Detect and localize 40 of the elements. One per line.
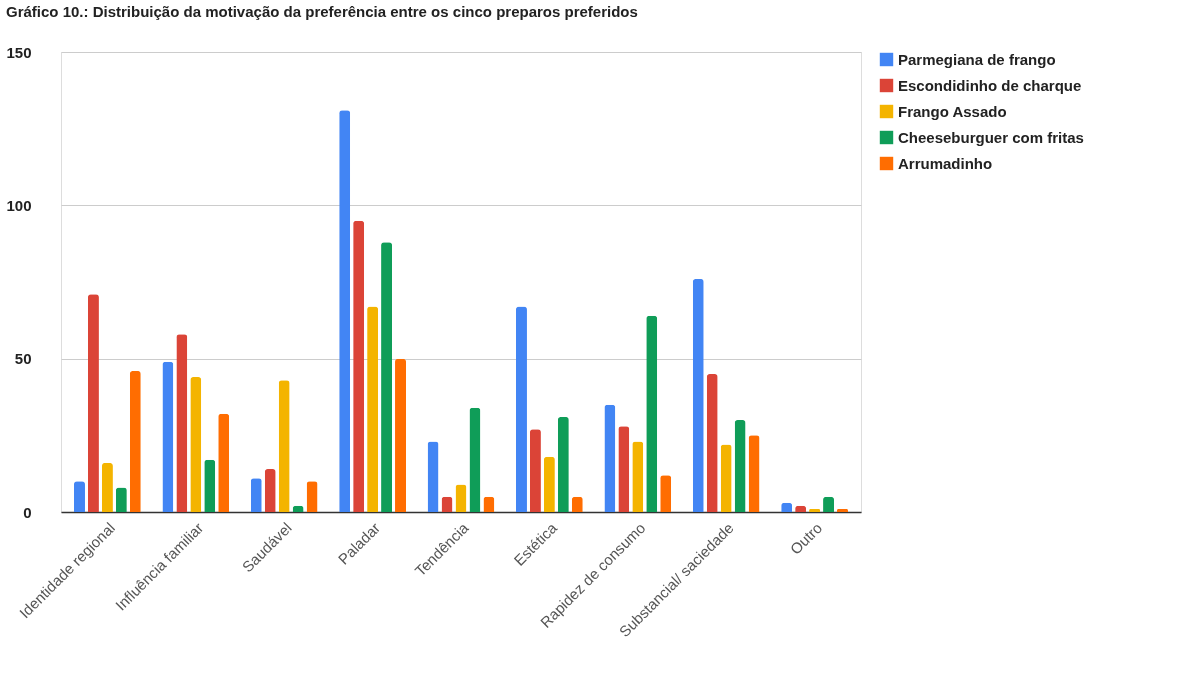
bar [646,315,658,512]
bar [218,413,230,512]
chart-title: Gráfico 10.: Distribuição da motivação da preferência entre os cinco preparos preferidos [5,3,638,20]
bar [87,294,99,512]
bar [748,435,760,512]
bar [129,370,141,512]
bar [618,426,630,512]
bar [381,242,393,512]
bar [529,429,541,512]
y-tick-label: 50 [14,350,32,368]
bar [720,444,732,512]
bar [543,456,555,512]
bar [515,306,527,512]
y-tick-label: 150 [6,43,32,61]
bar [706,374,718,512]
bar [604,404,616,512]
bar [692,278,704,512]
bar [278,380,290,512]
y-tick-label: 0 [23,503,32,521]
legend-label: Arrumadinho [898,154,993,172]
bar [204,459,216,512]
bar [353,220,365,512]
bar [557,416,569,512]
legend-label: Cheeseburguer com fritas [898,128,1084,146]
bar [734,420,746,512]
bar [264,469,276,512]
bar [339,110,351,512]
bar [176,334,188,512]
y-tick-label: 100 [6,196,32,214]
bar [469,407,481,512]
bar [632,441,644,512]
bar [395,358,407,512]
legend-label: Frango Assado [898,102,1007,120]
legend-label: Escondidinho de charque [898,76,1082,94]
bar [101,462,113,512]
legend-label: Parmegiana de frango [898,50,1056,68]
bar [427,441,439,512]
bar [367,306,379,512]
bar [162,361,174,512]
bar [190,377,202,512]
